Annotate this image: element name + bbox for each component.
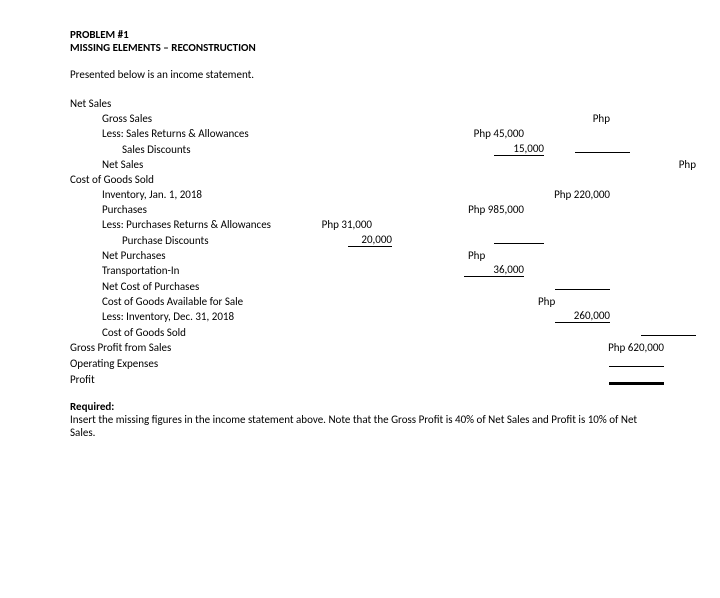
value: Php 45,000 [448, 127, 524, 140]
line-net-sales: Net Sales Php [70, 156, 650, 171]
blank-underline [641, 323, 696, 336]
value: 260,000 [555, 309, 610, 323]
line-gross-sales: Gross Sales Php [70, 110, 650, 125]
value: 15,000 [494, 142, 544, 156]
value: Php [679, 158, 696, 171]
line-sales-returns: Less: Sales Returns & Allowances Php 45,… [70, 125, 650, 140]
blank-underline [575, 140, 630, 153]
line-sales-discounts: Sales Discounts 15,000 [70, 140, 650, 156]
label: Less: Sales Returns & Allowances [70, 127, 312, 140]
line-inventory-begin: Inventory, Jan. 1, 2018 Php 220,000 [70, 186, 650, 201]
label: Profit [70, 373, 280, 386]
value: Php 220,000 [524, 188, 610, 201]
value: Php 985,000 [448, 203, 524, 216]
blank-underline [494, 231, 544, 244]
blank-underline [609, 354, 664, 367]
label: Net Purchases [70, 249, 312, 262]
value: Php 31,000 [312, 218, 372, 231]
label: Operating Expenses [70, 357, 280, 370]
label: Inventory, Jan. 1, 2018 [70, 188, 312, 201]
line-purchases: Purchases Php 985,000 [70, 201, 650, 216]
label: Sales Discounts [70, 143, 332, 156]
line-cogs-header: Cost of Goods Sold [70, 171, 650, 186]
line-transportation-in: Transportation-In 36,000 [70, 262, 650, 277]
value: Php [524, 295, 618, 308]
label: Cost of Goods Available for Sale [70, 295, 312, 308]
line-net-sales-header: Net Sales [70, 95, 650, 110]
line-operating-expenses: Operating Expenses [70, 354, 650, 370]
label: Less: Purchases Returns & Allowances [70, 218, 312, 231]
line-cogs: Cost of Goods Sold [70, 323, 650, 339]
problem-title: MISSING ELEMENTS – RECONSTRUCTION [70, 41, 650, 54]
label: Purchases [70, 203, 312, 216]
line-cogas: Cost of Goods Available for Sale Php [70, 293, 650, 308]
value: 36,000 [493, 263, 524, 276]
intro-text: Presented below is an income statement. [70, 68, 650, 81]
value: Php [524, 112, 610, 125]
page: PROBLEM #1 MISSING ELEMENTS – RECONSTRUC… [0, 0, 720, 459]
label: Cost of Goods Sold [70, 326, 312, 339]
label: Gross Profit from Sales [70, 341, 280, 354]
line-profit: Profit [70, 370, 650, 386]
line-gross-profit: Gross Profit from Sales Php 620,000 [70, 339, 650, 354]
value: Php [448, 249, 538, 262]
value: Php 620,000 [578, 341, 664, 354]
line-net-cost-purchases: Net Cost of Purchases [70, 277, 650, 293]
value: 20,000 [348, 233, 392, 247]
required-text: Insert the missing figures in the income… [70, 413, 650, 439]
required-section: Required: Insert the missing figures in … [70, 400, 650, 439]
problem-number: PROBLEM #1 [70, 28, 650, 41]
line-purchase-discounts: Purchase Discounts 20,000 [70, 231, 650, 247]
label: Purchase Discounts [70, 234, 332, 247]
label: Net Sales [70, 158, 312, 171]
label: Cost of Goods Sold [70, 173, 154, 186]
label: Net Sales [70, 97, 111, 110]
line-net-purchases: Net Purchases Php [70, 247, 650, 262]
double-underline [609, 370, 664, 383]
label: Less: Inventory, Dec. 31, 2018 [70, 310, 312, 323]
required-heading: Required: [70, 400, 650, 413]
line-inventory-end: Less: Inventory, Dec. 31, 2018 260,000 [70, 308, 650, 323]
line-purchase-returns: Less: Purchases Returns & Allowances Php… [70, 216, 650, 231]
blank-underline [555, 277, 610, 290]
label: Gross Sales [70, 112, 312, 125]
label: Net Cost of Purchases [70, 280, 312, 293]
label: Transportation-In [70, 264, 312, 277]
